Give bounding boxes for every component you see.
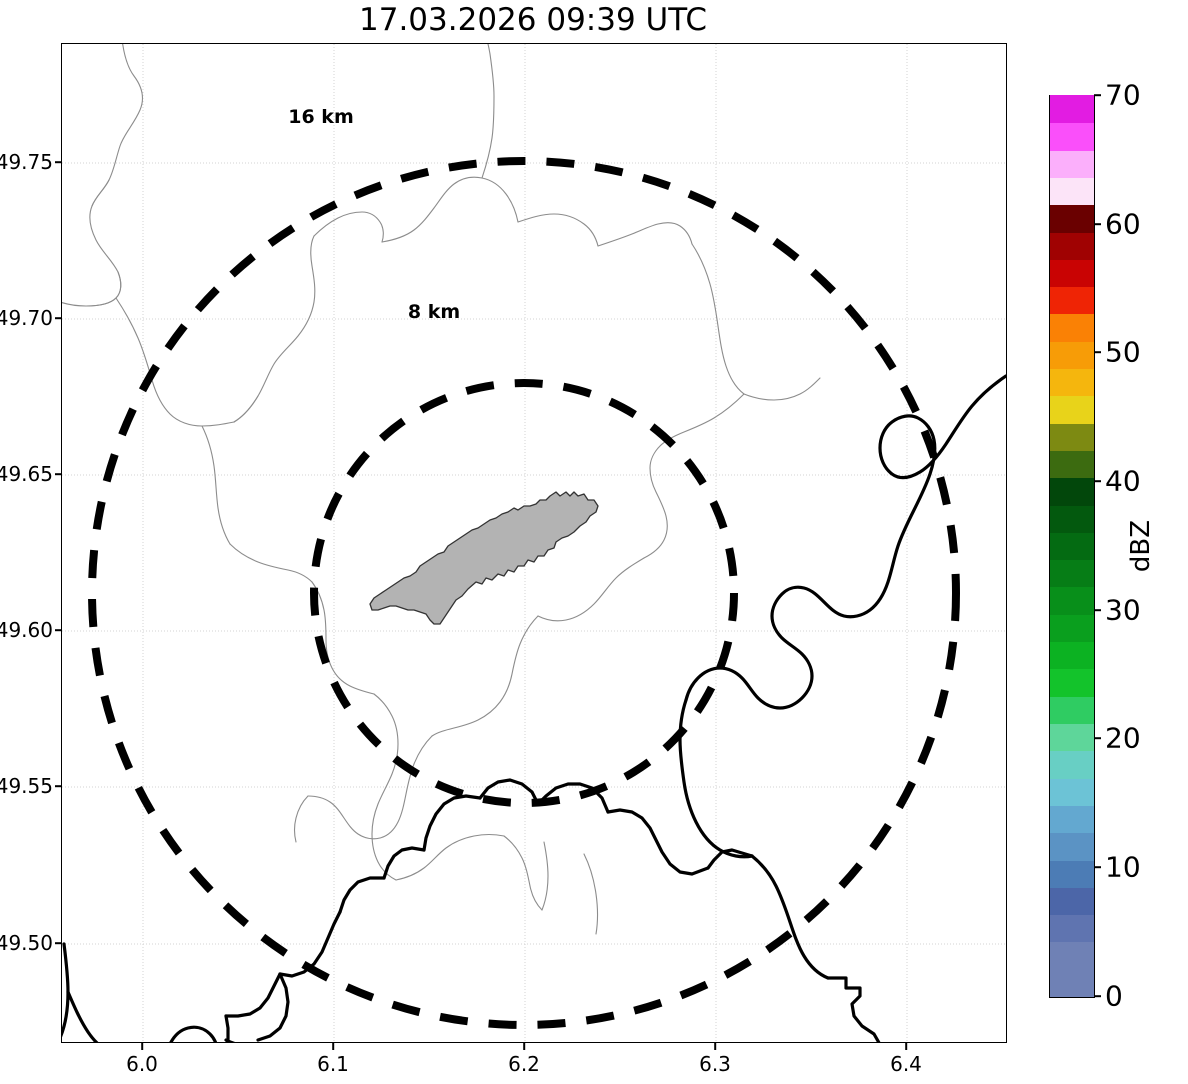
y-tick-label-49-55: 49.55 xyxy=(0,774,53,798)
colorbar-band xyxy=(1050,696,1094,724)
colorbar-band xyxy=(1050,969,1094,997)
colorbar-tick-50 xyxy=(1094,351,1101,353)
national-borders xyxy=(62,374,1006,1042)
colorbar-label-70: 70 xyxy=(1105,78,1141,112)
range-ring-8km xyxy=(310,379,738,807)
x-tick-label-6-1: 6.1 xyxy=(317,1052,349,1076)
y-tick-label-49-70: 49.70 xyxy=(0,306,53,330)
colorbar-band xyxy=(1050,504,1094,533)
colorbar-band xyxy=(1050,614,1094,643)
colorbar-band xyxy=(1050,832,1094,861)
x-tick-label-6-3: 6.3 xyxy=(699,1052,731,1076)
colorbar-band xyxy=(1050,778,1094,806)
colorbar-tick-10 xyxy=(1094,866,1101,868)
colorbar-label-20: 20 xyxy=(1105,721,1141,755)
y-tick-mark xyxy=(55,161,62,163)
colorbar-band xyxy=(1050,313,1094,342)
colorbar-band xyxy=(1050,423,1094,451)
colorbar-band xyxy=(1050,887,1094,916)
colorbar-band xyxy=(1050,859,1094,888)
colorbar-band xyxy=(1050,914,1094,943)
x-tick-label-6-4: 6.4 xyxy=(890,1052,922,1076)
colorbar-band xyxy=(1050,559,1094,588)
colorbar-label-40: 40 xyxy=(1105,464,1141,498)
x-tick-mark xyxy=(332,1043,334,1050)
map-plot-area[interactable]: 8 km 16 km xyxy=(61,43,1007,1043)
colorbar-label-60: 60 xyxy=(1105,207,1141,241)
range-ring-label-8km: 8 km xyxy=(407,301,461,323)
colorbar-tick-30 xyxy=(1094,609,1101,611)
colorbar-band xyxy=(1050,641,1094,670)
page-title: 17.03.2026 09:39 UTC xyxy=(359,2,707,38)
range-rings xyxy=(88,157,960,1029)
y-tick-mark xyxy=(55,785,62,787)
colorbar-band xyxy=(1050,532,1094,561)
x-tick-mark xyxy=(523,1043,525,1050)
y-tick-mark xyxy=(55,473,62,475)
colorbar-band xyxy=(1050,368,1094,397)
colorbar-band xyxy=(1050,395,1094,424)
colorbar-band xyxy=(1050,259,1094,288)
colorbar-band xyxy=(1050,231,1094,260)
x-tick-label-6-0: 6.0 xyxy=(126,1052,158,1076)
colorbar-band xyxy=(1050,341,1094,370)
colorbar-band xyxy=(1050,668,1094,697)
colorbar-gradient xyxy=(1050,95,1094,997)
colorbar-band xyxy=(1050,723,1094,752)
colorbar-band xyxy=(1050,450,1094,479)
colorbar-tick-70 xyxy=(1094,94,1101,96)
range-ring-16km xyxy=(88,157,960,1029)
x-axis: 6.0 6.1 6.2 6.3 6.4 xyxy=(0,1052,1188,1082)
y-tick-mark xyxy=(55,317,62,319)
colorbar-axis-label: dBZ xyxy=(1126,519,1156,573)
x-tick-label-6-2: 6.2 xyxy=(508,1052,540,1076)
colorbar-band xyxy=(1050,150,1094,178)
colorbar-band xyxy=(1050,805,1094,834)
range-ring-label-16km: 16 km xyxy=(288,106,354,128)
colorbar-band xyxy=(1050,286,1094,315)
colorbar-band xyxy=(1050,750,1094,779)
x-tick-mark xyxy=(714,1043,716,1050)
colorbar-label-30: 30 xyxy=(1105,593,1141,627)
colorbar-band xyxy=(1050,941,1094,970)
y-tick-mark xyxy=(55,629,62,631)
colorbar-label-50: 50 xyxy=(1105,335,1141,369)
y-axis: 49.75 49.70 49.65 49.60 49.55 49.50 xyxy=(0,0,53,1084)
admin-borders xyxy=(62,44,821,935)
colorbar[interactable] xyxy=(1049,95,1095,998)
y-tick-mark xyxy=(55,942,62,944)
x-tick-mark xyxy=(905,1043,907,1050)
colorbar-tick-40 xyxy=(1094,480,1101,482)
colorbar-band xyxy=(1050,204,1094,233)
colorbar-label-0: 0 xyxy=(1105,979,1123,1013)
colorbar-tick-20 xyxy=(1094,737,1101,739)
colorbar-band xyxy=(1050,177,1094,206)
y-tick-label-49-65: 49.65 xyxy=(0,462,53,486)
colorbar-tick-0 xyxy=(1094,995,1101,997)
colorbar-band xyxy=(1050,586,1094,615)
colorbar-band xyxy=(1050,95,1094,124)
y-tick-label-49-60: 49.60 xyxy=(0,618,53,642)
colorbar-tick-60 xyxy=(1094,223,1101,225)
y-tick-label-49-50: 49.50 xyxy=(0,931,53,955)
colorbar-band xyxy=(1050,122,1094,151)
colorbar-band xyxy=(1050,477,1094,506)
y-tick-label-49-75: 49.75 xyxy=(0,150,53,174)
city-polygon xyxy=(369,491,599,625)
colorbar-label-10: 10 xyxy=(1105,850,1141,884)
x-tick-mark xyxy=(141,1043,143,1050)
